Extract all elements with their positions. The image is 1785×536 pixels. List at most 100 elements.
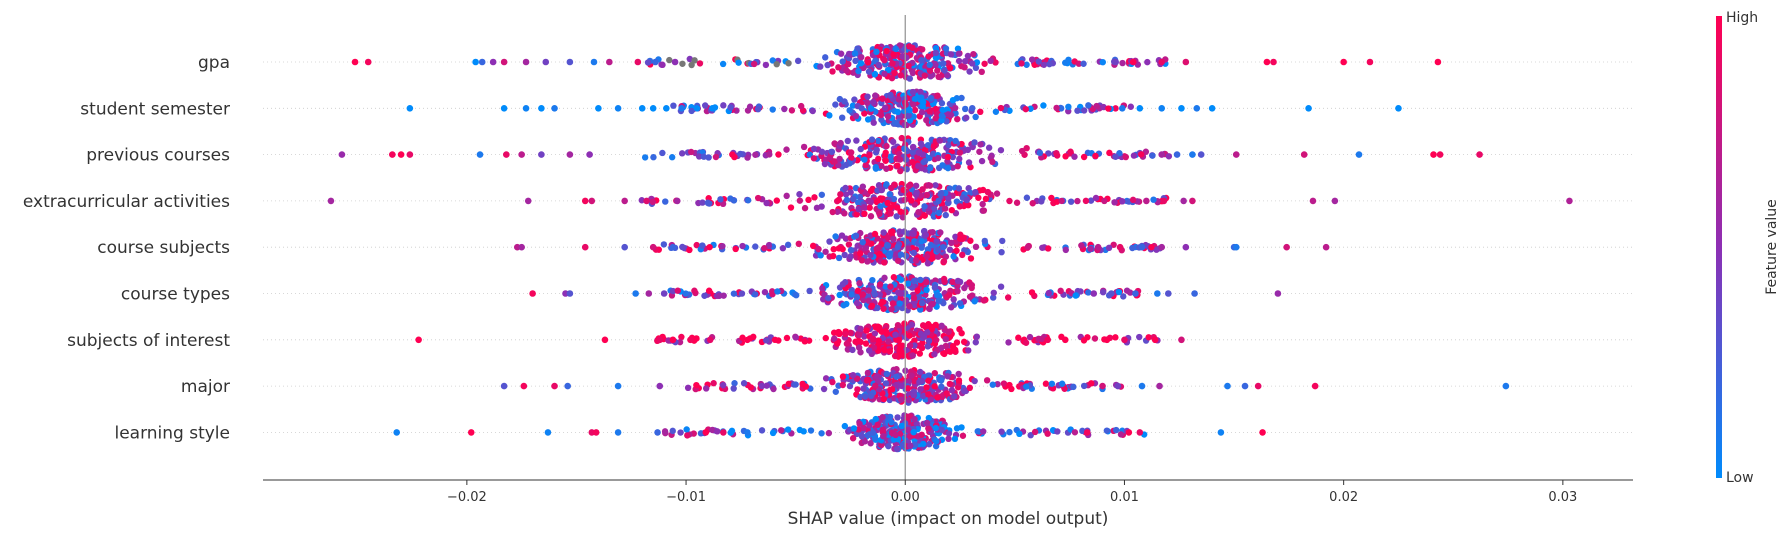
data-point <box>1173 151 1181 158</box>
swarm-dot <box>880 229 887 236</box>
tail-dot <box>1129 244 1136 252</box>
swarm-dot <box>932 182 939 189</box>
swarm-dot <box>815 245 822 253</box>
tail-dot <box>659 149 666 157</box>
swarm-dot <box>875 244 882 251</box>
swarm-dot <box>937 229 944 236</box>
swarm-dot <box>987 57 994 65</box>
tail-dot <box>1136 333 1143 341</box>
swarm-dot <box>853 137 860 144</box>
swarm-dot <box>952 104 959 112</box>
swarm-dot <box>847 149 855 156</box>
tail-dot <box>1029 200 1036 207</box>
swarm-dot <box>936 137 944 144</box>
data-point <box>1094 243 1102 251</box>
swarm-dot <box>835 254 843 262</box>
swarm-dot <box>877 203 884 210</box>
tail-dot <box>1088 380 1095 387</box>
data-point <box>1263 58 1271 66</box>
tail-dot <box>1075 60 1083 67</box>
swarm-dot <box>830 329 838 336</box>
tail-dot <box>1072 292 1079 299</box>
swarm-dot <box>837 139 844 147</box>
swarm-dot <box>890 235 897 243</box>
swarm-dot <box>825 294 832 302</box>
swarm-dot <box>847 329 854 337</box>
swarm-dot <box>832 388 839 395</box>
swarm-dot <box>871 230 879 238</box>
swarm-dot <box>896 156 904 163</box>
swarm-dot <box>911 106 919 114</box>
data-point <box>693 105 701 112</box>
data-point <box>744 429 751 436</box>
tail-dot <box>980 428 987 435</box>
swarm-dot <box>945 430 953 437</box>
swarm-dot <box>805 196 812 204</box>
swarm-dot <box>924 260 932 267</box>
tail-dot <box>660 241 668 248</box>
swarm-dot <box>925 305 933 312</box>
tail-dot <box>1000 380 1008 387</box>
swarm-dot <box>947 51 955 58</box>
swarm-dot <box>933 238 940 245</box>
swarm-dot <box>932 61 939 69</box>
tail-dot <box>1119 198 1126 205</box>
swarm-dot <box>938 426 945 434</box>
swarm-dot <box>870 98 877 106</box>
swarm-dot <box>818 191 826 198</box>
tail-dot <box>716 292 723 300</box>
swarm-dot <box>839 373 847 380</box>
swarm-dot <box>938 344 945 352</box>
tail-dot <box>1138 151 1145 158</box>
tail-dot <box>1044 245 1052 252</box>
tail-dot <box>769 291 776 298</box>
swarm-dot <box>911 277 918 285</box>
swarm-dot <box>956 155 963 163</box>
x-tick-label: −0.01 <box>666 490 706 505</box>
tail-dot <box>730 290 738 297</box>
swarm-dot <box>945 195 952 202</box>
swarm-dot <box>892 431 899 439</box>
swarm-dot <box>895 337 903 344</box>
tail-dot <box>701 292 708 299</box>
swarm-dot <box>1023 194 1031 201</box>
swarm-dot <box>889 138 897 146</box>
tail-dot <box>668 154 676 161</box>
data-point <box>1189 151 1196 158</box>
swarm-dot <box>849 102 857 109</box>
swarm-dot <box>975 194 982 201</box>
swarm-dot <box>867 199 874 206</box>
swarm-dot <box>864 93 871 100</box>
tail-dot <box>738 290 746 297</box>
x-axis-ticks: −0.02 −0.01 0.00 0.01 0.02 0.03 <box>447 480 1577 505</box>
swarm-dot <box>918 108 926 116</box>
swarm-dot <box>906 191 913 199</box>
tail-dot <box>1025 243 1032 250</box>
tail-dot <box>1112 153 1119 160</box>
data-point <box>581 197 589 205</box>
data-point <box>327 197 335 205</box>
swarm-dot <box>810 145 818 153</box>
swarm-dot <box>925 372 933 379</box>
swarm-dot <box>926 165 934 172</box>
swarm-dot <box>1023 144 1030 152</box>
swarm-dot <box>911 415 918 423</box>
data-point <box>389 151 396 158</box>
tail-dot <box>1040 102 1047 109</box>
data-point <box>1197 151 1205 158</box>
swarm-dot <box>917 140 925 147</box>
swarm-dot <box>905 112 912 119</box>
swarm-dot <box>858 433 866 440</box>
data-point <box>538 105 545 112</box>
swarm-dot <box>994 380 1001 388</box>
data-point <box>566 58 574 66</box>
tail-dot <box>997 104 1005 112</box>
swarm-dot <box>883 181 890 188</box>
swarm-dot <box>946 185 953 192</box>
swarm-dot <box>980 297 988 304</box>
tail-dot <box>730 197 738 204</box>
tail-dot <box>1061 385 1068 392</box>
data-point <box>1180 197 1187 205</box>
data-point <box>1044 336 1052 344</box>
swarm-dot <box>997 146 1005 154</box>
